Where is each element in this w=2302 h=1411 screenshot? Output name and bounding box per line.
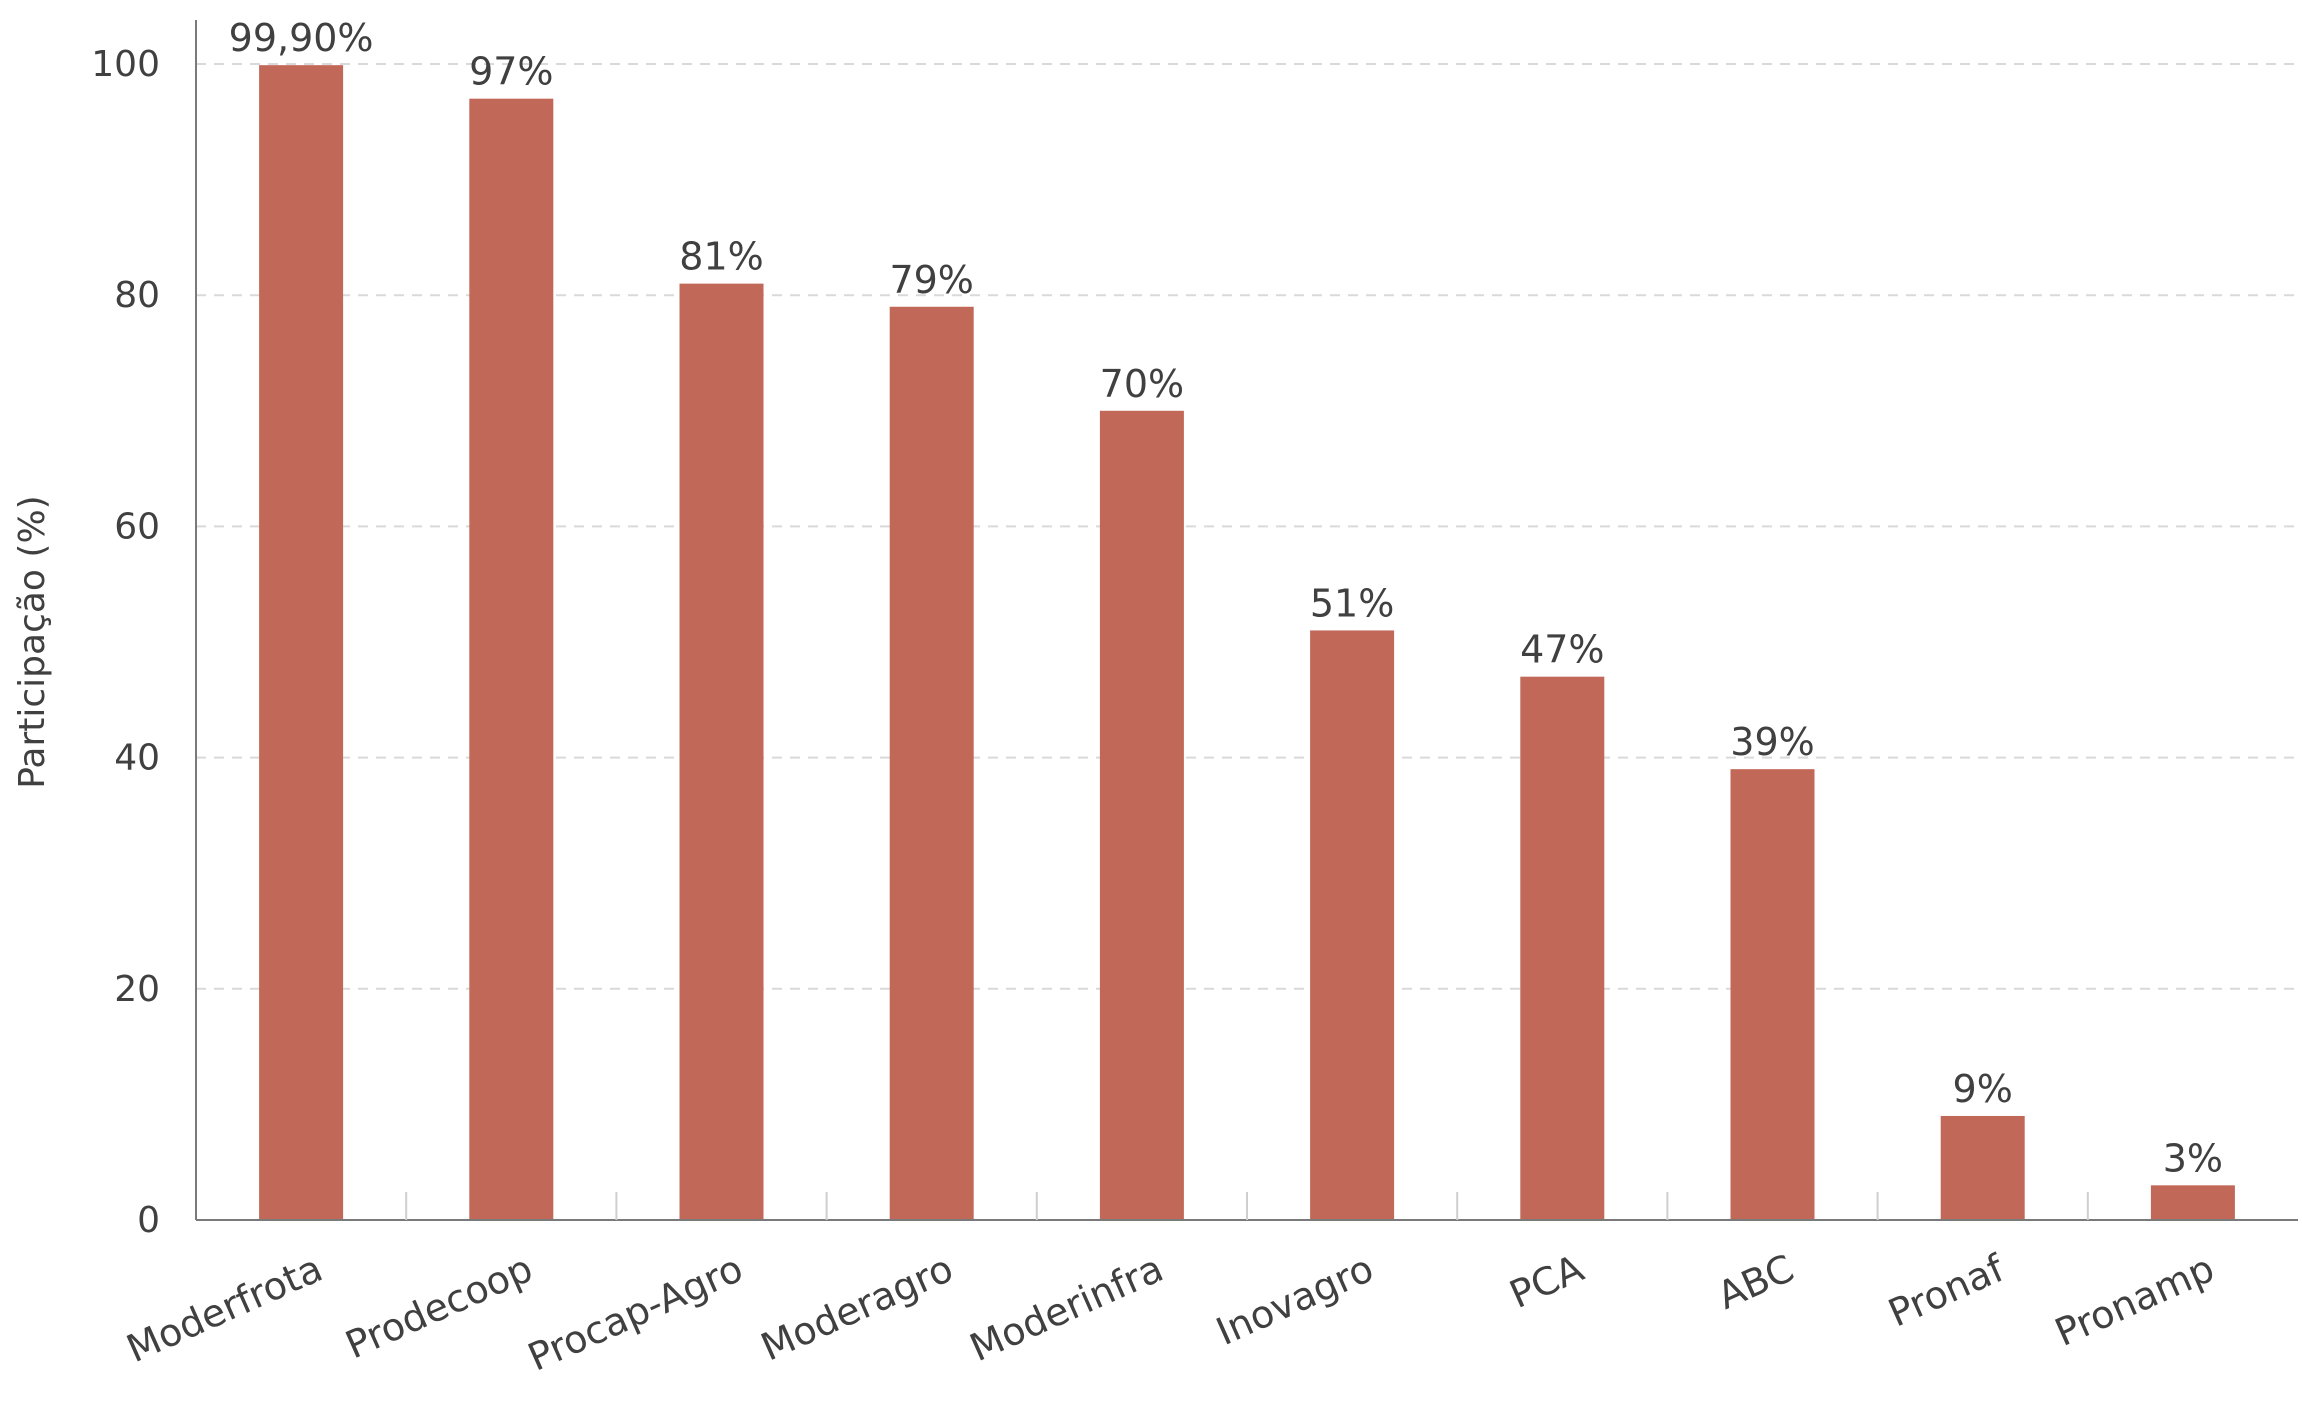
data-label: 99,90%: [229, 16, 374, 60]
y-tick-label: 20: [114, 969, 160, 1010]
x-tick-label: Pronaf: [1882, 1245, 2012, 1335]
y-tick-label: 60: [114, 506, 160, 547]
x-tick-label: Procap-Agro: [521, 1246, 749, 1380]
bar-moderinfra: [1099, 410, 1184, 1220]
tick-labels: 0 20 40 60 80 100: [91, 44, 160, 1241]
bar-abc: [1730, 769, 1815, 1220]
bar-pronaf: [1940, 1115, 2025, 1220]
y-tick-label: 0: [137, 1200, 160, 1241]
axes: [195, 20, 2298, 1221]
x-tick-label: Pronamp: [2048, 1246, 2220, 1355]
bar-procap-agro: [679, 283, 764, 1220]
bar-pronamp: [2150, 1185, 2235, 1220]
x-tick-label: ABC: [1711, 1246, 1800, 1318]
x-tick-label: Inovagro: [1210, 1246, 1380, 1354]
data-label: 39%: [1730, 720, 1814, 764]
y-tick-label: 40: [114, 738, 160, 779]
data-label: 9%: [1953, 1067, 2013, 1111]
bar-moderagro: [889, 306, 974, 1220]
data-label: 3%: [2163, 1136, 2223, 1180]
value-labels: 99,90% 97% 81% 79% 70% 51% 47% 39% 9% 3%: [229, 16, 2223, 1180]
y-tick-label: 80: [114, 275, 160, 316]
data-label: 47%: [1520, 628, 1604, 672]
data-label: 97%: [469, 50, 553, 94]
data-label: 81%: [679, 235, 763, 279]
y-tick-label: 100: [91, 44, 160, 85]
x-tick-label: Moderagro: [755, 1246, 960, 1369]
bar-inovagro: [1310, 630, 1395, 1220]
bar-pca: [1520, 676, 1605, 1220]
bars: [259, 65, 2235, 1220]
data-label: 79%: [889, 258, 973, 302]
x-tick-label: Moderfrota: [120, 1246, 329, 1371]
x-tick-label: Prodecoop: [339, 1246, 539, 1367]
x-tick-label: Moderinfra: [963, 1246, 1169, 1370]
y-axis-title: Participação (%): [12, 495, 53, 788]
bar-moderfrota: [259, 65, 344, 1220]
data-label: 51%: [1310, 581, 1394, 625]
x-tick-label: PCA: [1503, 1246, 1590, 1317]
data-label: 70%: [1100, 362, 1184, 406]
bar-prodecoop: [469, 98, 554, 1220]
